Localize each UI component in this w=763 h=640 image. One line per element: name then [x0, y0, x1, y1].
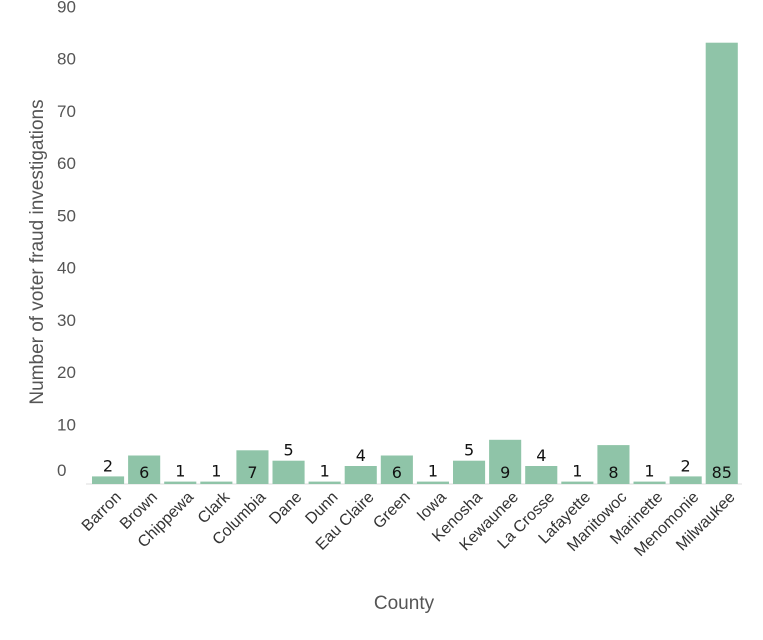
data-label: 1 [644, 462, 654, 481]
y-tick-label: 50 [57, 206, 76, 225]
bar [669, 476, 702, 484]
data-label: 4 [356, 446, 366, 465]
x-axis-ticks: BarronBrownChippewaClarkColumbiaDaneDunn… [79, 488, 739, 560]
data-label: 2 [103, 456, 113, 475]
x-axis-title: County [374, 593, 435, 614]
data-label: 9 [500, 463, 510, 482]
bar [344, 466, 377, 484]
data-label: 85 [712, 463, 732, 482]
bars [92, 42, 738, 484]
data-label: 6 [392, 463, 402, 482]
data-label: 4 [536, 446, 546, 465]
data-label: 7 [247, 463, 257, 482]
bar [597, 445, 630, 484]
bar [380, 455, 413, 484]
y-tick-label: 0 [57, 461, 66, 480]
bar [453, 460, 486, 484]
bar [416, 481, 449, 484]
bar [308, 481, 341, 484]
data-label: 1 [175, 462, 185, 481]
data-label: 1 [428, 462, 438, 481]
x-tick-label: Dane [266, 489, 305, 528]
bar [705, 42, 738, 484]
bar [272, 460, 305, 484]
bar [489, 439, 522, 484]
bar [128, 455, 161, 484]
bar [561, 481, 594, 484]
data-label: 1 [211, 462, 221, 481]
data-label: 8 [608, 463, 618, 482]
y-tick-label: 80 [57, 50, 76, 69]
bar [633, 481, 666, 484]
y-axis-title: Number of voter fraud investigations [27, 99, 48, 404]
data-label: 5 [464, 441, 474, 460]
data-label: 1 [572, 462, 582, 481]
bar [200, 481, 233, 484]
y-tick-label: 10 [57, 415, 76, 434]
bar [236, 450, 269, 484]
y-tick-label: 30 [57, 311, 76, 330]
bar [525, 466, 558, 484]
y-tick-label: 90 [57, 0, 76, 16]
x-tick-label: Barron [79, 489, 125, 535]
data-label: 6 [139, 463, 149, 482]
y-tick-label: 70 [57, 102, 76, 121]
y-axis-ticks: 0 10 20 30 40 50 60 70 80 90 [57, 0, 76, 480]
y-tick-label: 60 [57, 154, 76, 173]
data-labels: 2 6 1 1 7 5 1 4 6 1 5 9 4 1 8 1 2 85 [103, 441, 732, 482]
bar [164, 481, 197, 484]
y-tick-label: 20 [57, 363, 76, 382]
y-tick-label: 40 [57, 259, 76, 278]
bar [92, 476, 125, 484]
x-tick-label: Green [370, 489, 413, 532]
data-label: 1 [320, 462, 330, 481]
data-label: 2 [681, 456, 691, 475]
data-label: 5 [284, 441, 294, 460]
